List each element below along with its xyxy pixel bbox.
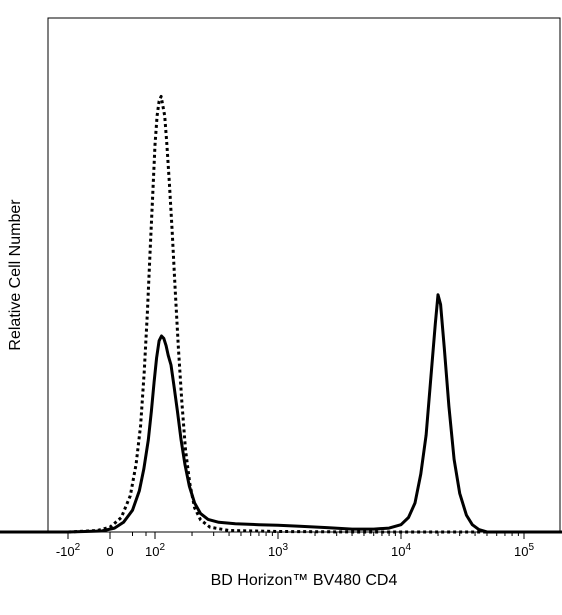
x-tick-label: 102 <box>145 542 165 559</box>
x-tick-label: 103 <box>268 542 288 559</box>
x-major-ticks: -102 0 102 103 104 105 <box>56 532 534 559</box>
y-axis-title: Relative Cell Number <box>7 199 24 351</box>
x-tick-label: -102 <box>56 542 81 559</box>
x-tick-label: 104 <box>391 542 411 559</box>
series-line-dotted <box>0 94 562 534</box>
x-minor-ticks <box>132 532 519 536</box>
x-axis-title: BD Horizon™ BV480 CD4 <box>211 572 398 589</box>
plot-frame <box>47 17 561 533</box>
series-line-solid <box>0 293 562 534</box>
x-tick-label: 105 <box>514 542 534 559</box>
series-layer <box>0 94 562 534</box>
x-tick-label: 0 <box>106 544 113 559</box>
